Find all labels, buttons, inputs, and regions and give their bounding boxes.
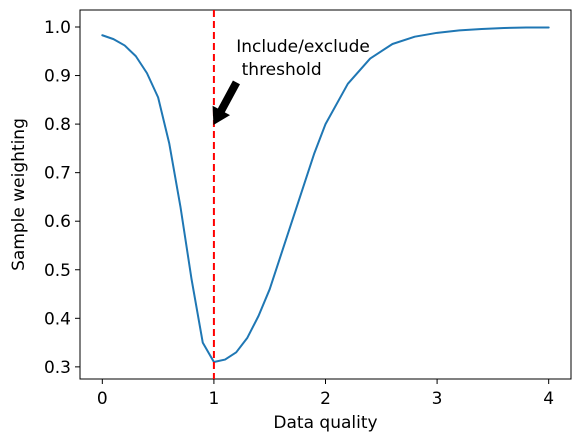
y-tick-label: 0.5: [44, 261, 71, 281]
y-tick-label: 0.9: [44, 67, 71, 87]
x-tick-label: 3: [432, 389, 443, 409]
series-layer: [101, 26, 550, 364]
annotation-text-line: threshold: [236, 60, 321, 80]
x-tick-label: 1: [208, 389, 219, 409]
y-axis: 0.3 0.4 0.5 0.6 0.7 0.8 0.9 1.0: [44, 18, 80, 378]
y-tick-label: 0.4: [44, 309, 71, 329]
x-tick-label: 2: [320, 389, 331, 409]
y-tick-label: 0.7: [44, 164, 71, 184]
annotation-text-line: Include/exclude: [236, 37, 370, 57]
x-axis: 0 1 2 3 4: [97, 379, 554, 409]
plot-frame: [79, 9, 572, 380]
series-line: [101, 26, 550, 364]
annotation-arrow: [212, 80, 240, 125]
annotation: Include/exclude threshold: [212, 37, 370, 125]
y-tick-label: 1.0: [44, 18, 71, 38]
y-tick-label: 0.6: [44, 212, 71, 232]
x-axis-label: Data quality: [273, 413, 377, 433]
y-tick-label: 0.3: [44, 358, 71, 378]
x-tick-label: 0: [97, 389, 108, 409]
plot-area: [79, 9, 572, 380]
y-tick-label: 0.8: [44, 115, 71, 135]
x-tick-label: 4: [543, 389, 554, 409]
y-axis-label: Sample weighting: [9, 118, 29, 271]
